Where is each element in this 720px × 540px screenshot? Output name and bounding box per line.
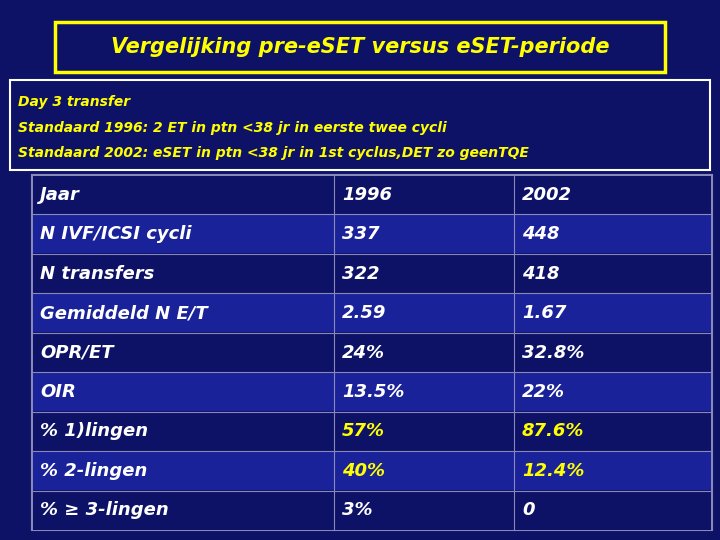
Text: 1996: 1996 (342, 186, 392, 204)
Bar (33, 294, 711, 332)
Text: 12.4%: 12.4% (522, 462, 585, 480)
Bar (33, 215, 711, 253)
Text: Vergelijking pre-eSET versus eSET-periode: Vergelijking pre-eSET versus eSET-period… (111, 37, 609, 57)
Bar (10, 80, 710, 170)
Bar (33, 254, 711, 293)
Bar (33, 373, 711, 411)
Text: % ≥ 3-lingen: % ≥ 3-lingen (40, 501, 168, 519)
Text: 87.6%: 87.6% (522, 422, 585, 441)
Text: 57%: 57% (342, 422, 385, 441)
Text: Standaard 1996: 2 ET in ptn <38 jr in eerste twee cycli: Standaard 1996: 2 ET in ptn <38 jr in ee… (18, 120, 446, 134)
Text: N IVF/ICSI cycli: N IVF/ICSI cycli (40, 225, 192, 243)
Text: Gemiddeld N E/T: Gemiddeld N E/T (40, 304, 207, 322)
Text: 448: 448 (522, 225, 559, 243)
Text: 3%: 3% (342, 501, 372, 519)
Text: Standaard 2002: eSET in ptn <38 jr in 1st cyclus,DET zo geenTQE: Standaard 2002: eSET in ptn <38 jr in 1s… (18, 146, 529, 160)
Text: 2002: 2002 (522, 186, 572, 204)
Bar (33, 176, 711, 214)
Bar (33, 333, 711, 372)
Text: 22%: 22% (522, 383, 565, 401)
Text: Jaar: Jaar (40, 186, 80, 204)
Bar (33, 412, 711, 450)
Text: 24%: 24% (342, 343, 385, 361)
Text: % 1)lingen: % 1)lingen (40, 422, 148, 441)
Text: 40%: 40% (342, 462, 385, 480)
Text: 2.59: 2.59 (342, 304, 387, 322)
Text: OPR/ET: OPR/ET (40, 343, 114, 361)
Text: 418: 418 (522, 265, 559, 282)
Bar (55, 22, 665, 72)
Text: 322: 322 (342, 265, 379, 282)
Text: 337: 337 (342, 225, 379, 243)
Bar (33, 491, 711, 530)
Text: % 2-lingen: % 2-lingen (40, 462, 148, 480)
Text: 32.8%: 32.8% (522, 343, 585, 361)
Text: OIR: OIR (40, 383, 76, 401)
Text: Day 3 transfer: Day 3 transfer (18, 95, 130, 109)
Bar (33, 451, 711, 490)
Text: 0: 0 (522, 501, 534, 519)
Text: N transfers: N transfers (40, 265, 154, 282)
Bar (32, 175, 712, 530)
Text: 13.5%: 13.5% (342, 383, 405, 401)
Text: 1.67: 1.67 (522, 304, 567, 322)
